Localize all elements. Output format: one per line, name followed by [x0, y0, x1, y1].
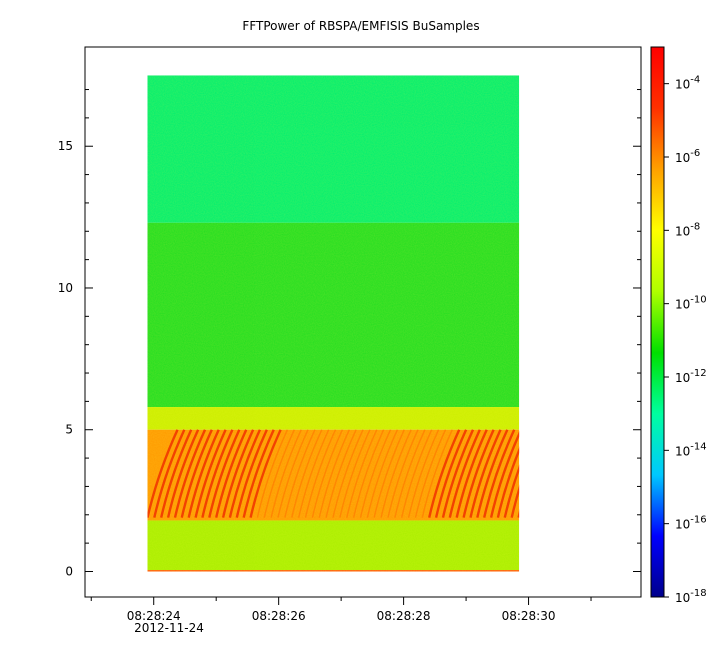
colorbar-tick-label: 10-16	[675, 515, 707, 532]
spectrogram-band-texture-3	[147, 429, 520, 521]
chorus-streak	[510, 485, 520, 518]
y-tick-label: 5	[65, 423, 73, 437]
x-tick-label: 08:28:28	[377, 609, 431, 623]
chorus-streak	[469, 429, 502, 518]
chorus-streak	[147, 429, 179, 518]
x-tick-label: 08:28:24	[127, 609, 181, 623]
chorus-streak	[153, 429, 186, 518]
x-axis: 08:28:24 08:28:26 08:28:28 08:28:30	[90, 597, 592, 623]
chorus-streak	[332, 429, 364, 518]
y-tick-label: 0	[65, 564, 73, 578]
colorbar-tick-label: 10-8	[675, 221, 700, 238]
chorus-streak	[235, 429, 268, 518]
chorus-streak	[448, 429, 481, 518]
chorus-streak	[394, 429, 426, 518]
chorus-streak	[180, 429, 213, 518]
chorus-streak	[256, 429, 289, 518]
colorbar	[650, 46, 665, 598]
spectrogram-band-texture-2	[147, 407, 520, 430]
chorus-streak	[298, 429, 330, 518]
colorbar-tick-label: 10-18	[675, 588, 707, 605]
chorus-streak	[489, 431, 520, 518]
colorbar-ticks: 10-4 10-6 10-8 10-10 10-12 10-14 10-16 10-18	[664, 75, 707, 605]
chorus-streak	[339, 429, 371, 518]
colorbar-tick-label: 10-14	[675, 441, 707, 458]
chorus-streak	[421, 429, 453, 518]
chorus-streak	[221, 429, 255, 518]
spectrogram-band-texture-5	[147, 570, 520, 572]
chorus-streak	[428, 429, 461, 518]
colorbar-tick-label: 10-12	[675, 368, 707, 385]
spectrogram-bands	[147, 75, 520, 572]
y-tick-label: 10	[58, 281, 73, 295]
spectrogram-band-texture-4	[147, 520, 520, 571]
colorbar-tick-label: 10-4	[675, 75, 700, 92]
chorus-streak	[228, 429, 261, 518]
chorus-streak	[373, 429, 405, 518]
chorus-streak	[352, 429, 385, 518]
chorus-streak	[476, 429, 509, 518]
chorus-streak	[503, 464, 520, 518]
spectrogram-band-texture-1	[147, 222, 520, 408]
chorus-streak	[380, 429, 412, 518]
chorus-streak	[242, 429, 275, 518]
chorus-streak	[318, 429, 350, 518]
chorus-streak	[284, 429, 316, 518]
chorus-streak	[208, 429, 241, 518]
chorus-streak	[304, 429, 337, 518]
chorus-streak	[401, 429, 433, 518]
chorus-streak	[166, 429, 200, 518]
chorus-streak	[277, 429, 309, 518]
chorus-streak	[366, 429, 399, 518]
chorus-streak	[263, 429, 295, 518]
chorus-streak	[455, 429, 488, 518]
chorus-streak	[194, 429, 227, 518]
chorus-streak	[325, 429, 357, 518]
colorbar-tick-label: 10-10	[675, 295, 707, 312]
chorus-streak	[483, 429, 516, 518]
x-tick-label: 08:28:26	[252, 609, 306, 623]
chorus-streak	[496, 446, 520, 518]
y-tick-label: 15	[58, 139, 73, 153]
chorus-streak	[359, 429, 392, 518]
chorus-streak	[462, 429, 495, 518]
chorus-streak	[270, 429, 302, 518]
chorus-streak	[311, 429, 344, 518]
colorbar-tick-label: 10-6	[675, 148, 700, 165]
chorus-streak	[249, 429, 282, 518]
x-tick-label: 08:28:30	[502, 609, 556, 623]
spectrogram-band-texture-0	[147, 75, 520, 223]
chorus-streak	[187, 429, 220, 518]
chorus-streak	[201, 429, 234, 518]
chorus-streak	[441, 429, 475, 518]
chorus-streak	[160, 429, 193, 518]
chart-title: FFTPower of RBSPA/EMFISIS BuSamples	[242, 19, 479, 33]
chorus-streak	[414, 429, 447, 518]
chorus-streak	[215, 429, 248, 518]
chorus-streak	[434, 429, 468, 518]
x-date-label: 2012-11-24	[134, 621, 204, 635]
y-axis: 0 5 10 15	[58, 89, 641, 578]
chorus-streak	[173, 429, 207, 518]
chorus-streak	[387, 429, 419, 518]
chorus-streak	[346, 429, 378, 518]
chorus-streak	[407, 429, 440, 518]
chorus-streak	[291, 429, 323, 518]
spectrogram-chorus-streaks	[147, 429, 520, 518]
